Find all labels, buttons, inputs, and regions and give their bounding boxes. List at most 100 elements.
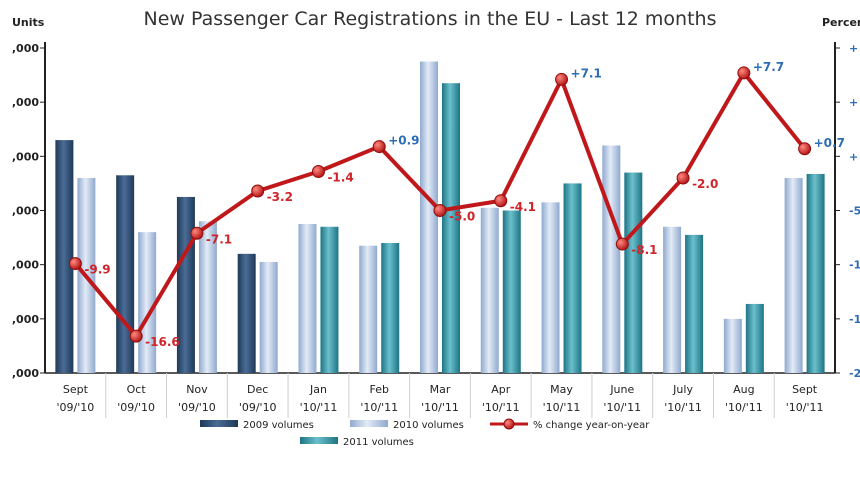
x-tick-label: '10/'11 bbox=[603, 401, 641, 414]
data-label: -4.1 bbox=[510, 200, 536, 214]
bars bbox=[55, 61, 825, 374]
y-axis: ,000 ,000 ,000 ,000 ,000 ,000 ,000 bbox=[12, 42, 46, 380]
y2-tick-label: + bbox=[849, 42, 858, 55]
percent-change-line: -9.9 -16.6 -7.1 -3.2 -1.4 +0.9 -5.0 -4.1 +7.1 -8.… bbox=[68, 60, 845, 349]
x-tick-label: '10/'11 bbox=[421, 401, 459, 414]
x-tick-label: '09/'10 bbox=[178, 401, 216, 414]
y-tick-label: ,000 bbox=[12, 367, 39, 380]
legend-label: % change year-on-year bbox=[533, 420, 650, 431]
y2-axis: + + + -5 -1 -1 -2 bbox=[834, 42, 860, 380]
bar bbox=[138, 232, 157, 373]
bar bbox=[442, 83, 460, 373]
data-label: -2.0 bbox=[692, 177, 718, 191]
data-label: +7.1 bbox=[571, 66, 602, 80]
y-tick-label: ,000 bbox=[12, 259, 39, 272]
x-tick-label: Jan bbox=[309, 383, 327, 396]
data-label: -7.1 bbox=[206, 232, 232, 246]
bar bbox=[685, 234, 704, 373]
x-tick-label: '10/'11 bbox=[300, 401, 338, 414]
line-point bbox=[798, 142, 812, 156]
legend-item: 2009 volumes bbox=[200, 420, 314, 431]
line-point bbox=[190, 226, 204, 240]
x-tick-label: Sept bbox=[792, 383, 818, 396]
bar bbox=[55, 140, 74, 373]
y2-tick-label: -1 bbox=[849, 259, 860, 272]
legend-swatch bbox=[200, 420, 238, 427]
line-point bbox=[129, 329, 143, 343]
data-label: -3.2 bbox=[267, 190, 293, 204]
x-tick-label: May bbox=[550, 383, 573, 396]
x-tick-label: July bbox=[672, 383, 693, 396]
y-axis-title: Units bbox=[12, 16, 45, 29]
x-tick-label: '09/'10 bbox=[117, 401, 155, 414]
x-tick-label: '10/'11 bbox=[664, 401, 702, 414]
bar bbox=[502, 210, 521, 373]
bar bbox=[237, 253, 256, 373]
x-tick-label: June bbox=[609, 383, 634, 396]
bar bbox=[624, 172, 643, 373]
x-tick-label: '10/'11 bbox=[360, 401, 398, 414]
bar bbox=[541, 202, 560, 373]
bar bbox=[320, 226, 339, 373]
x-tick-label: Nov bbox=[186, 383, 208, 396]
legend-label: 2009 volumes bbox=[243, 420, 314, 431]
bar bbox=[298, 224, 317, 373]
line-point bbox=[494, 194, 508, 208]
x-axis: Sept '09/'10 Oct '09/'10 Nov '09/'10 Dec '09/'1… bbox=[45, 372, 835, 418]
data-label: +0.9 bbox=[388, 134, 419, 148]
data-label: -1.4 bbox=[327, 171, 353, 185]
bar bbox=[259, 261, 278, 373]
bar bbox=[745, 303, 764, 373]
bar bbox=[420, 61, 438, 374]
bar bbox=[806, 173, 825, 373]
bar bbox=[784, 178, 803, 373]
y-tick-label: ,000 bbox=[12, 205, 39, 218]
line-point bbox=[555, 72, 569, 86]
x-tick-label: '10/'11 bbox=[482, 401, 520, 414]
data-label: -8.1 bbox=[631, 243, 657, 257]
data-label: -16.6 bbox=[145, 335, 180, 349]
legend-swatch bbox=[300, 437, 338, 444]
bar bbox=[602, 145, 621, 373]
line-point bbox=[433, 204, 447, 217]
x-tick-label: '10/'11 bbox=[786, 401, 824, 414]
bar bbox=[359, 245, 378, 373]
line-point bbox=[311, 165, 325, 178]
data-label: -9.9 bbox=[84, 263, 110, 277]
line-point bbox=[372, 140, 386, 154]
x-tick-label: Dec bbox=[247, 383, 268, 396]
x-tick-label: Mar bbox=[430, 383, 451, 396]
y2-axis-title: Percent bbox=[822, 16, 860, 29]
legend-label: 2011 volumes bbox=[343, 437, 414, 448]
data-label: -5.0 bbox=[449, 210, 475, 224]
legend-label: 2010 volumes bbox=[393, 420, 464, 431]
legend: 2009 volumes 2010 volumes % change year-on… bbox=[200, 418, 650, 448]
bar bbox=[723, 318, 742, 373]
x-tick-label: '10/'11 bbox=[725, 401, 763, 414]
y2-tick-label: -2 bbox=[849, 367, 860, 380]
bar bbox=[563, 183, 582, 373]
bar bbox=[116, 175, 135, 373]
y-tick-label: ,000 bbox=[12, 150, 39, 163]
x-tick-label: '10/'11 bbox=[543, 401, 581, 414]
line-point bbox=[737, 66, 751, 80]
bar bbox=[663, 226, 682, 373]
line-point bbox=[615, 237, 629, 251]
x-tick-label: '09/'10 bbox=[57, 401, 95, 414]
x-tick-label: Apr bbox=[491, 383, 511, 396]
y2-tick-label: + bbox=[849, 96, 858, 109]
y-tick-label: ,000 bbox=[12, 42, 39, 55]
legend-swatch bbox=[350, 420, 388, 427]
x-tick-label: Aug bbox=[733, 383, 754, 396]
bar bbox=[381, 243, 400, 373]
legend-item: 2011 volumes bbox=[300, 437, 414, 448]
x-tick-label: '09/'10 bbox=[239, 401, 277, 414]
y2-tick-label: -1 bbox=[849, 313, 860, 326]
line-point bbox=[251, 184, 265, 198]
y-tick-label: ,000 bbox=[12, 313, 39, 326]
y2-tick-label: -5 bbox=[849, 205, 860, 218]
x-tick-label: Feb bbox=[369, 383, 388, 396]
legend-swatch bbox=[503, 418, 515, 430]
data-label: +7.7 bbox=[753, 60, 784, 74]
